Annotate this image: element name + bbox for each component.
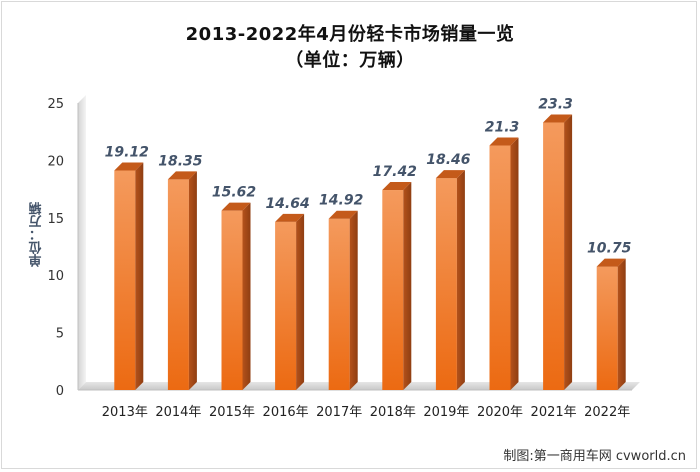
bar-front [221, 210, 243, 390]
bar-side [188, 171, 197, 390]
bar [167, 171, 197, 390]
bar-front [167, 179, 189, 390]
bar-top [543, 114, 573, 123]
x-tick-label: 2022年 [584, 405, 630, 420]
data-label: 17.42 [373, 164, 417, 180]
x-tick-label: 2015年 [209, 405, 255, 420]
labels: 19.12 2013年 18.35 2014年 15.62 2015年 14.64 2016年… [102, 97, 632, 420]
bar-top [435, 170, 465, 179]
x-tick-label: 2021年 [531, 405, 577, 420]
bar [489, 137, 519, 390]
bar-top [221, 202, 251, 211]
bar [221, 202, 251, 390]
x-tick-label: 2014年 [155, 405, 201, 420]
bar [543, 114, 573, 391]
bar-top [489, 137, 519, 146]
data-label: 19.12 [105, 145, 149, 161]
y-tick-label: 5 [56, 327, 64, 342]
x-tick-label: 2020年 [477, 405, 523, 420]
bar-front [114, 170, 136, 390]
data-label: 23.3 [538, 97, 573, 113]
y-tick-label: 15 [47, 212, 64, 227]
source-credit: 制图:第一商用车网 cvworld.cn [503, 449, 686, 464]
data-label: 10.75 [587, 241, 632, 257]
x-tick-label: 2017年 [316, 405, 362, 420]
data-label: 18.46 [426, 152, 471, 168]
bar-front [543, 122, 565, 391]
data-label: 14.92 [319, 193, 363, 209]
data-label: 14.64 [265, 196, 309, 212]
chart-subtitle: （单位：万辆） [285, 50, 415, 71]
bar-front [275, 221, 297, 390]
bar-top [382, 182, 412, 191]
bar [114, 162, 144, 390]
bar-side [456, 170, 465, 390]
data-label: 18.35 [158, 153, 203, 169]
x-tick-label: 2016年 [263, 405, 309, 420]
bar [596, 258, 626, 390]
bar-side [242, 202, 251, 390]
bar [435, 170, 465, 390]
data-label: 15.62 [212, 185, 256, 201]
bar-side [135, 162, 144, 390]
bar-side [564, 114, 573, 391]
bar-side [296, 213, 305, 390]
bar-side [403, 182, 412, 390]
bar [328, 210, 358, 390]
bar-top [596, 258, 626, 267]
bars [114, 114, 626, 391]
bar-top [167, 171, 197, 180]
bar-top [114, 162, 144, 171]
chart-title: 2013-2022年4月份轻卡市场销量一览 [185, 24, 515, 45]
bar-front [435, 178, 457, 390]
y-tick-label: 10 [47, 269, 64, 284]
x-tick-label: 2013年 [102, 405, 148, 420]
y-tick-label: 20 [47, 154, 64, 169]
bar-side [617, 258, 626, 390]
chart-side-wall [78, 95, 86, 390]
y-tick-label: 25 [47, 97, 64, 112]
bar-top [328, 210, 358, 219]
bar-front [382, 190, 404, 390]
bar-side [510, 137, 519, 390]
data-label: 21.3 [485, 119, 520, 135]
bar-front [596, 266, 618, 390]
bar [382, 182, 412, 390]
bar-top [275, 213, 305, 222]
bar-front [489, 145, 511, 390]
x-tick-label: 2019年 [423, 405, 469, 420]
y-tick-label: 0 [56, 384, 64, 399]
bar-side [349, 210, 358, 390]
x-tick-label: 2018年 [370, 405, 416, 420]
bar [275, 213, 305, 390]
bar-front [328, 218, 350, 390]
